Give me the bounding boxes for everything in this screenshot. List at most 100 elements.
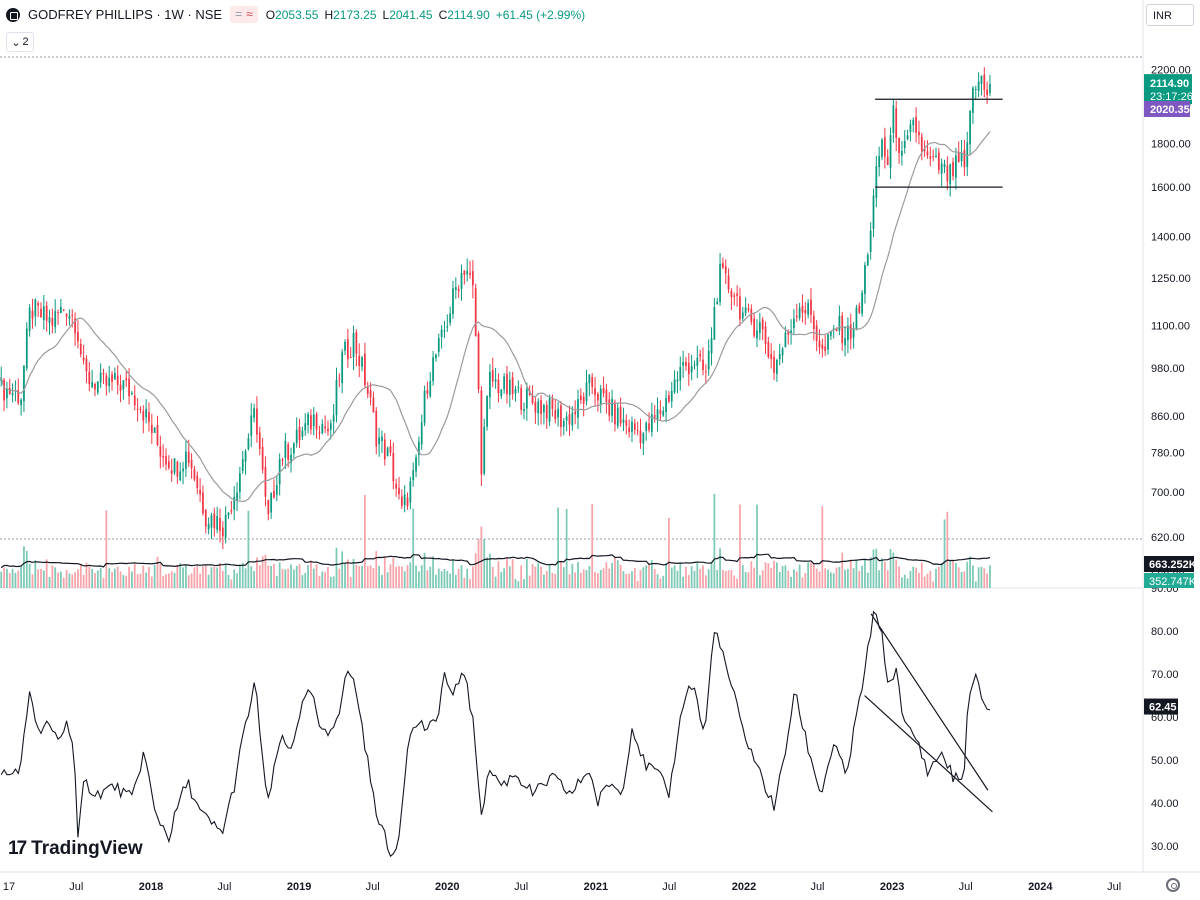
volume-bar	[187, 575, 190, 588]
volume-bar	[733, 575, 736, 588]
candle-body	[57, 312, 59, 314]
candle-body	[568, 414, 571, 425]
volume-bar	[233, 569, 236, 588]
indicator-toggle[interactable]: = ≈	[230, 6, 258, 23]
volume-bar	[824, 568, 827, 588]
candle-body	[88, 371, 91, 385]
candle-body	[494, 379, 497, 382]
volume-bar	[258, 565, 261, 588]
candle-body	[369, 390, 372, 398]
candle-body	[784, 332, 787, 348]
volume-bar	[310, 560, 312, 588]
volume-bar	[503, 568, 506, 588]
volume-bar	[227, 574, 230, 588]
volume-bar	[730, 570, 733, 588]
candle-body	[312, 414, 315, 427]
candle-body	[20, 399, 22, 406]
candle-body	[514, 389, 517, 394]
candle-body	[298, 426, 301, 441]
volume-bar	[591, 503, 594, 588]
time-tick-label: Jul	[514, 881, 528, 893]
volume-bar	[207, 574, 210, 588]
candle-body	[131, 392, 133, 394]
volume-bar	[540, 566, 542, 588]
candle-body	[133, 395, 136, 406]
symbol-title[interactable]: GODFREY PHILLIPS · 1W · NSE	[28, 7, 223, 22]
candle-body	[418, 441, 420, 456]
volume-bar	[51, 565, 54, 588]
volume-bar	[585, 570, 588, 588]
candle-body	[338, 378, 341, 380]
volume-bar	[378, 565, 380, 588]
last-price-label: 2114.90	[1150, 78, 1189, 90]
candle-body	[156, 425, 159, 446]
candle-body	[753, 318, 756, 336]
candle-body	[642, 433, 645, 444]
currency-selector[interactable]: INR	[1146, 4, 1194, 26]
candle-body	[236, 492, 238, 501]
volume-bar	[653, 569, 656, 588]
volume-bar	[693, 570, 696, 588]
volume-bar	[801, 577, 804, 588]
candle-body	[290, 454, 292, 464]
candle-body	[625, 420, 628, 426]
volume-bar	[361, 566, 363, 588]
candle-body	[869, 230, 872, 253]
volume-bar	[511, 559, 514, 588]
settings-gear-icon[interactable]	[1166, 878, 1180, 892]
candle-body	[750, 308, 753, 323]
volume-bar	[133, 563, 136, 588]
volume-bar	[202, 566, 204, 588]
candle-body	[167, 461, 170, 469]
candle-body	[645, 422, 648, 431]
collapse-indicators-button[interactable]: ⌄ 2	[6, 32, 34, 52]
volume-bar	[443, 569, 446, 588]
candle-body	[202, 492, 204, 514]
candle-body	[599, 388, 602, 404]
volume-bar	[756, 504, 758, 588]
volume-bar	[295, 565, 298, 588]
volume-bar	[940, 563, 943, 588]
candle-body	[670, 390, 673, 402]
volume-bar	[841, 552, 844, 588]
volume-bar	[847, 568, 849, 588]
candle-body	[881, 139, 883, 158]
candle-body	[435, 354, 437, 359]
volume-bar	[650, 560, 653, 588]
candle-body	[466, 270, 469, 275]
volume-bar	[156, 556, 159, 588]
rsi-value-tag	[1144, 698, 1178, 715]
price-tick-label: 620.00	[1151, 532, 1185, 544]
candle-body	[420, 422, 423, 445]
candle-body	[281, 459, 284, 461]
volume-bar	[312, 568, 315, 588]
candle-body	[724, 266, 727, 274]
candle-body	[940, 163, 943, 174]
volume-bar	[426, 570, 429, 588]
candle-body	[65, 313, 68, 317]
volume-bar	[949, 560, 952, 588]
candle-body	[256, 408, 258, 435]
volume-bar	[304, 572, 307, 588]
volume-bar	[403, 571, 406, 588]
volume-bar	[292, 569, 295, 588]
volume-bar	[452, 560, 454, 588]
candle-body	[344, 341, 346, 351]
volume-bar	[25, 550, 28, 588]
candle-body	[153, 427, 156, 433]
candle-body	[170, 470, 173, 474]
candle-body	[395, 483, 398, 489]
candle-body	[790, 330, 792, 334]
candle-body	[17, 390, 20, 404]
candle-body	[400, 496, 403, 506]
candle-body	[440, 329, 443, 338]
ohlc-open: O2053.55	[265, 7, 319, 22]
volume-bar	[204, 564, 207, 588]
chevron-down-icon: ⌄	[11, 36, 21, 49]
candle-body	[770, 353, 773, 359]
volume-bar	[224, 564, 227, 588]
candle-body	[562, 421, 565, 427]
price-tick-label: 700.00	[1151, 487, 1185, 499]
candle-body	[659, 410, 662, 414]
